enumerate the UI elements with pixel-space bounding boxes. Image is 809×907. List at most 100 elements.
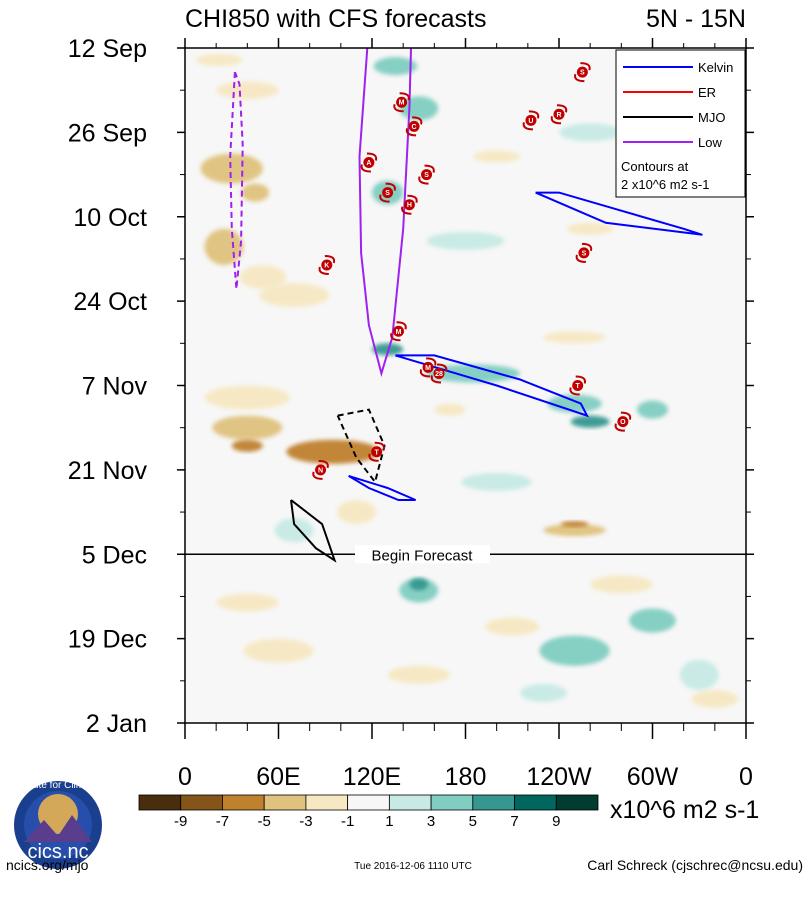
anomaly-blob [434,403,466,416]
anomaly-blob [629,608,676,633]
colorbar-label: 3 [427,813,435,830]
tropical-cyclone-icon: O [614,411,632,432]
tropical-cyclone-icon: T [569,375,586,396]
colorbar-label: -3 [299,813,312,830]
anomaly-blob [461,472,532,491]
colorbar-label: -9 [174,813,187,830]
forecast-label-background [355,545,490,564]
tropical-cyclone-label: T [375,449,380,456]
colorbar-swatch [263,794,307,811]
kelvin-contour [395,354,590,418]
x-tick-label: 0 [739,763,753,791]
tropical-cyclone-label: M [399,100,405,107]
logo-text: cics.nc [27,841,88,863]
kelvin-contour [535,191,703,236]
anomaly-blob [679,659,719,690]
colorbar-swatch [514,794,557,811]
footer-center: Tue 2016-12-06 1110 UTC [354,861,472,872]
y-tick-label: 5 Dec [82,541,147,569]
colorbar-swatch [180,794,223,811]
y-axis: 12 Sep 26 Sep 10 Oct 24 Oct 7 Nov 21 Nov 5 Dec… [68,35,754,738]
tropical-cyclone-label: S [385,190,390,197]
tropical-cyclone-icon: S [575,242,593,263]
y-tick-label: 12 Sep [68,35,147,63]
tropical-cyclone-label: M [425,365,431,372]
anomaly-blob [636,400,669,419]
footer-left: ncics.org/mjo [6,857,89,873]
anomaly-blob [336,500,376,525]
anomaly-blob [372,343,404,356]
tropical-cyclone-label: K [324,262,329,269]
tropical-cyclone-label: R [556,112,561,119]
anomaly-blob [473,150,521,163]
colorbar-label: -5 [258,813,271,830]
low-contour [358,48,412,378]
colorbar-label: 7 [510,813,518,830]
y-tick-label: 24 Oct [73,288,147,316]
anomaly-blob [547,394,602,413]
tropical-cyclone-label: C [412,124,417,131]
anomaly-blob [484,617,540,636]
kelvin-contour [348,474,416,501]
tropical-cyclone-icon: M [390,321,407,342]
anomaly-blob [231,439,263,452]
colorbar-swatch [222,794,265,811]
anomaly-blob [543,524,606,537]
x-axis: 0 60E 120E 180 120W 60W 0 [178,38,753,791]
anomaly-blob [409,578,429,591]
x-tick-label: 60E [256,763,300,791]
y-tick-label: 26 Sep [68,119,147,147]
tropical-cyclone-icon: H [401,194,418,215]
anomaly-blob [560,521,589,528]
anomaly-blob [426,231,505,250]
anomaly-blob [195,54,243,67]
colorbar-label: -7 [216,813,229,830]
y-tick-label: 21 Nov [68,457,148,485]
tropical-cyclone-label: S [424,172,429,179]
anomaly-blob [259,283,330,308]
tropical-cyclone-icon: 28 [430,363,448,384]
colorbar-label: 1 [385,813,393,830]
x-tick-label: 0 [178,763,192,791]
y-tick-label: 2 Jan [86,710,147,738]
anomaly-blob [520,683,567,702]
tropical-cyclone-icon: C [405,116,423,137]
colorbar-units: x10^6 m2 s-1 [610,796,759,824]
anomaly-blob [200,153,263,184]
tropical-cyclone-icon: R [550,104,568,125]
anomaly-blob [590,575,653,594]
anomaly-blob [241,183,270,202]
colorbar-swatch [388,794,432,811]
tropical-cyclone-icon: T [368,441,385,462]
tropical-cyclone-icon: A [360,152,378,173]
tropical-cyclone-label: T [576,383,581,390]
x-tick-label: 180 [445,763,487,791]
colorbar-swatch [347,794,390,811]
legend-label: ER [698,85,716,100]
tropical-cyclone-label: N [318,467,323,474]
tropical-cyclone-label: H [407,202,412,209]
anomaly-blob [566,222,614,235]
colorbar-swatch [430,794,474,811]
anomaly-blob [691,689,739,708]
legend-label: Kelvin [698,60,733,75]
anomaly-blob [570,415,610,428]
tropical-cyclone-label: O [620,419,626,426]
colorbar-swatch [305,794,349,811]
tropical-cyclone-icon: S [574,62,591,83]
anomaly-blob [426,364,521,383]
colorbar: -9 -7 -5 -3 -1 1 3 5 7 9 [138,794,599,830]
anomaly-blob [204,228,244,265]
anomaly-blob [204,385,291,410]
footer-right: Carl Schreck (cjschrec@ncsu.edu) [587,857,803,873]
y-tick-label: 7 Nov [82,373,148,401]
cics-logo: Cooperative Institute for Climate and Sa… [0,780,161,869]
tropical-cyclone-label: U [528,118,533,125]
anomaly-blob [543,331,606,344]
colorbar-label: 5 [469,813,477,830]
low-contour [229,71,244,290]
tropical-cyclone-label: M [396,329,402,336]
colorbar-swatch [555,794,599,811]
anomaly-blob [216,81,279,100]
